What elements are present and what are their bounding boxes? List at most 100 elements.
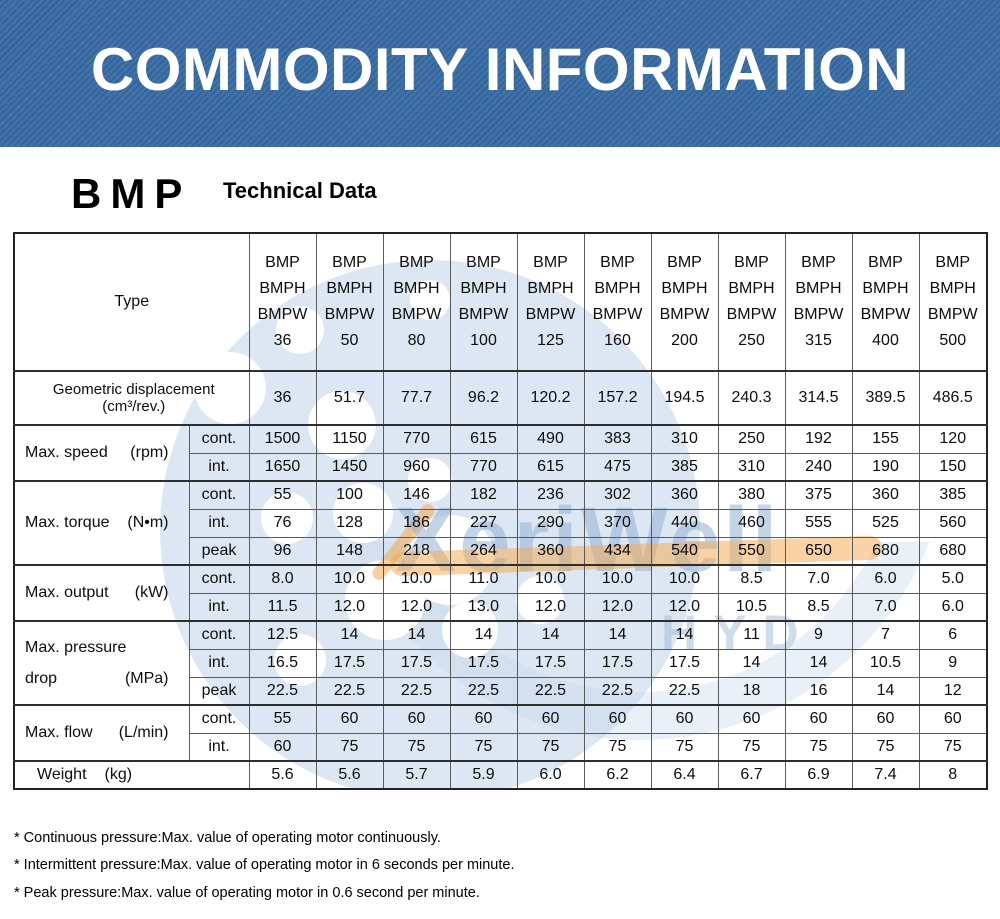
footnote-peak: * Peak pressure:Max. value of operating … [14, 884, 480, 901]
model-name: BMPH [460, 280, 507, 297]
value-cell: 264 [449, 536, 518, 566]
footnote-continuous: * Continuous pressure:Max. value of oper… [14, 829, 441, 846]
model-size: 400 [872, 332, 899, 349]
model-name: BMPW [324, 306, 375, 323]
value-cell: 218 [382, 536, 451, 566]
value-cell: 770 [449, 452, 518, 482]
value-cell: 7.4 [851, 760, 920, 790]
column-header: BMP BMPH BMPW 500 [918, 232, 988, 372]
value-cell: 22.5 [449, 676, 518, 706]
value-cell: 8.5 [784, 592, 853, 622]
model-name: BMP [667, 254, 702, 271]
column-header: BMP BMPH BMPW 36 [248, 232, 317, 372]
model-name: BMP [868, 254, 903, 271]
value-cell: 360 [851, 480, 920, 510]
model-name: BMP [265, 254, 300, 271]
model-name: BMPW [257, 306, 308, 323]
spec-table: Type BMP BMPH BMPW 36 BMP BMPH BMPW 50 BMP BMPH BMP… [13, 232, 988, 790]
value-cell: 11.0 [449, 564, 518, 594]
row-label-text: Weight [37, 766, 87, 783]
model-name: BMPW [793, 306, 844, 323]
value-cell: 75 [382, 732, 451, 762]
condition-label: int. [188, 452, 250, 482]
model-size: 500 [939, 332, 967, 349]
value-cell: 120.2 [516, 370, 585, 426]
row-label-unit: (MPa) [124, 669, 169, 687]
value-cell: 5.9 [449, 760, 518, 790]
value-cell: 10.0 [382, 564, 451, 594]
value-cell: 680 [918, 536, 988, 566]
value-cell: 17.5 [449, 648, 518, 678]
value-cell: 146 [382, 480, 451, 510]
model-name: BMPW [525, 306, 576, 323]
value-cell: 385 [650, 452, 719, 482]
value-cell: 14 [650, 620, 719, 650]
value-cell: 75 [851, 732, 920, 762]
value-cell: 6.9 [784, 760, 853, 790]
column-header: BMP BMPH BMPW 125 [516, 232, 585, 372]
value-cell: 12.0 [315, 592, 384, 622]
condition-label: int. [188, 732, 250, 762]
model-name: BMPH [728, 280, 775, 297]
model-name: BMPH [661, 280, 708, 297]
value-cell: 17.5 [516, 648, 585, 678]
value-cell: 17.5 [650, 648, 719, 678]
value-cell: 13.0 [449, 592, 518, 622]
section-subtitle: Technical Data [223, 178, 377, 203]
value-cell: 14 [315, 620, 384, 650]
value-cell: 186 [382, 508, 451, 538]
value-cell: 14 [784, 648, 853, 678]
value-cell: 12.5 [248, 620, 317, 650]
value-cell: 22.5 [315, 676, 384, 706]
row-label: Max. speed (rpm) [13, 424, 190, 482]
value-cell: 960 [382, 452, 451, 482]
value-cell: 10.0 [583, 564, 652, 594]
value-cell: 10.0 [315, 564, 384, 594]
value-cell: 6.0 [516, 760, 585, 790]
value-cell: 9 [784, 620, 853, 650]
value-cell: 389.5 [851, 370, 920, 426]
model-name: BMP [466, 254, 501, 271]
value-cell: 75 [717, 732, 786, 762]
value-cell: 5.0 [918, 564, 988, 594]
value-cell: 383 [583, 424, 652, 454]
model-name: BMPH [326, 280, 373, 297]
model-size: 250 [738, 332, 765, 349]
row-label: Max. pressure drop (MPa) [13, 620, 190, 706]
value-cell: 370 [583, 508, 652, 538]
value-cell: 192 [784, 424, 853, 454]
condition-label: int. [188, 592, 250, 622]
column-header: BMP BMPH BMPW 160 [583, 232, 652, 372]
model-name: BMP [533, 254, 568, 271]
value-cell: 310 [717, 452, 786, 482]
condition-label: cont. [188, 704, 250, 734]
row-label-text: Max. flow [25, 724, 93, 741]
value-cell: 7.0 [784, 564, 853, 594]
model-name: BMPH [393, 280, 440, 297]
model-size: 315 [805, 332, 832, 349]
value-cell: 560 [918, 508, 988, 538]
model-name: BMP [399, 254, 434, 271]
banner-title: COMMODITY INFORMATION [90, 36, 910, 103]
value-cell: 525 [851, 508, 920, 538]
value-cell: 128 [315, 508, 384, 538]
model-name: BMPW [726, 306, 777, 323]
value-cell: 96.2 [449, 370, 518, 426]
value-cell: 10.0 [516, 564, 585, 594]
row-label-unit: (N•m) [127, 514, 169, 531]
value-cell: 1500 [248, 424, 317, 454]
value-cell: 314.5 [784, 370, 853, 426]
value-cell: 155 [851, 424, 920, 454]
value-cell: 17.5 [315, 648, 384, 678]
value-cell: 150 [918, 452, 988, 482]
value-cell: 157.2 [583, 370, 652, 426]
value-cell: 17.5 [583, 648, 652, 678]
model-name: BMPH [795, 280, 842, 297]
value-cell: 360 [516, 536, 585, 566]
value-cell: 14 [583, 620, 652, 650]
footnotes: * Continuous pressure:Max. value of oper… [14, 824, 515, 907]
model-name: BMP [801, 254, 836, 271]
value-cell: 680 [851, 536, 920, 566]
value-cell: 12.0 [583, 592, 652, 622]
